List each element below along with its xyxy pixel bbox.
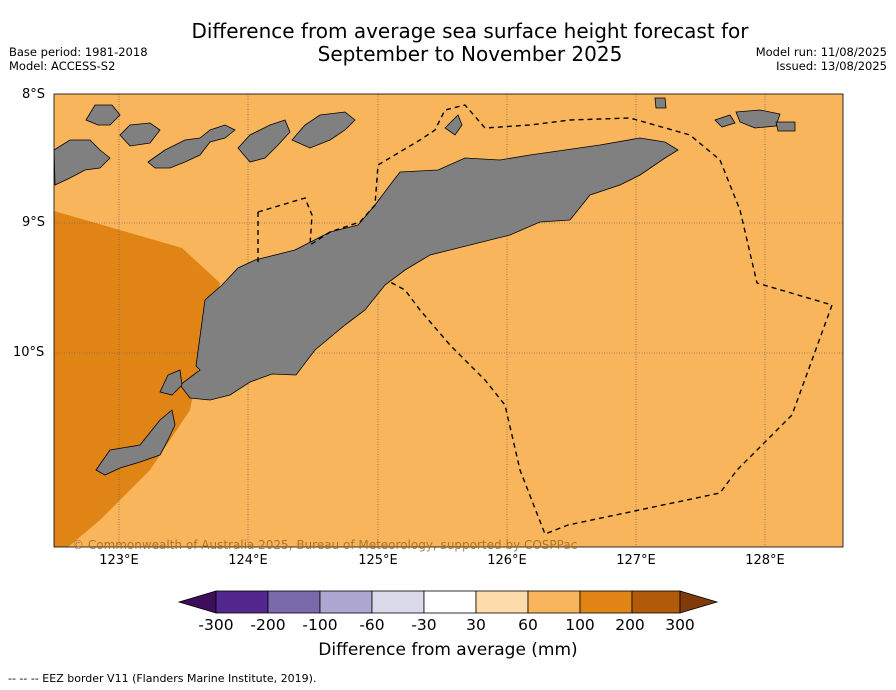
- timor-island: [179, 137, 679, 401]
- leti-island: [654, 97, 667, 109]
- rote-island: [95, 409, 176, 476]
- lakor-island: [735, 109, 781, 129]
- kisar-island: [444, 114, 463, 136]
- title-line-1: Difference from average sea surface heig…: [191, 19, 749, 43]
- colorbar-label: Difference from average (mm): [318, 640, 578, 660]
- colorbar-tick: 300: [665, 616, 695, 634]
- lon-label-128e: 128°E: [745, 553, 785, 568]
- map-frame: [53, 93, 844, 548]
- colorbar-tick: 100: [565, 616, 595, 634]
- lon-label-124e: 124°E: [228, 553, 268, 568]
- land: [54, 97, 796, 476]
- eez-border: [257, 104, 833, 535]
- lon-label-125e: 125°E: [358, 553, 398, 568]
- base-period: Base period: 1981-2018: [9, 45, 148, 59]
- moa-island: [714, 114, 736, 128]
- flores-island: [54, 139, 111, 186]
- alor-island: [237, 119, 291, 163]
- colorbar-tick: -100: [302, 616, 338, 634]
- colorbar-tick: -30: [411, 616, 437, 634]
- colorbar-tick: 30: [466, 616, 486, 634]
- wetar-island-west: [291, 111, 356, 149]
- ocean-band-100-200: [54, 211, 220, 547]
- map-area: [54, 94, 843, 547]
- colorbar-extend-max: [679, 590, 719, 614]
- lon-label-127e: 127°E: [616, 553, 656, 568]
- colorbar-tick: -300: [198, 616, 234, 634]
- lon-label-126e: 126°E: [487, 553, 527, 568]
- lembata-island: [147, 124, 236, 169]
- model-name: Model: ACCESS-S2: [9, 58, 116, 73]
- model-run: Model run: 11/08/2025: [755, 45, 887, 59]
- map-title: Difference from average sea surface heig…: [110, 20, 830, 66]
- meta-left: Base period: 1981-2018 Model: ACCESS-S2: [9, 45, 148, 73]
- eez-footnote: -- -- -- EEZ border V11 (Flanders Marine…: [8, 672, 317, 685]
- colorbar-tick: -200: [250, 616, 286, 634]
- title-line-2: September to November 2025: [317, 42, 623, 66]
- colorbar-tick: -60: [359, 616, 385, 634]
- colorbar-tick: 60: [518, 616, 538, 634]
- lat-label-9s: 9°S: [22, 215, 46, 230]
- lat-label-10s: 10°S: [13, 345, 45, 360]
- colorbar-extend-min: [177, 590, 217, 614]
- issued-date: Issued: 13/08/2025: [776, 58, 887, 73]
- sermata-island: [775, 121, 796, 132]
- meta-right: Model run: 11/08/2025 Issued: 13/08/2025: [755, 45, 887, 73]
- semau-island: [159, 369, 183, 396]
- lon-label-123e: 123°E: [99, 553, 139, 568]
- solor-island: [119, 122, 161, 147]
- colorbar-tick: 200: [615, 616, 645, 634]
- lat-label-8s: 8°S: [22, 87, 46, 102]
- copyright-notice: © Commonwealth of Australia 2025, Bureau…: [72, 538, 578, 552]
- small-island-1: [85, 104, 121, 126]
- colorbar: [177, 590, 719, 614]
